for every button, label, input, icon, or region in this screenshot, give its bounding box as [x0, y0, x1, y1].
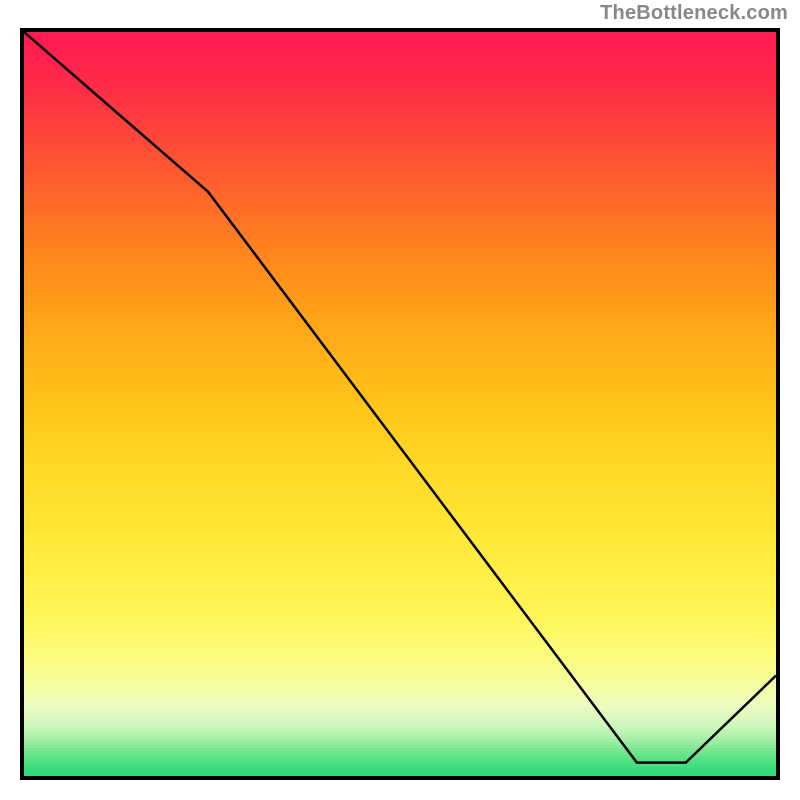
chart-container: TheBottleneck.com — [0, 0, 800, 800]
watermark-text: TheBottleneck.com — [600, 2, 788, 25]
plot-frame — [20, 28, 780, 780]
plot-svg — [24, 32, 776, 776]
